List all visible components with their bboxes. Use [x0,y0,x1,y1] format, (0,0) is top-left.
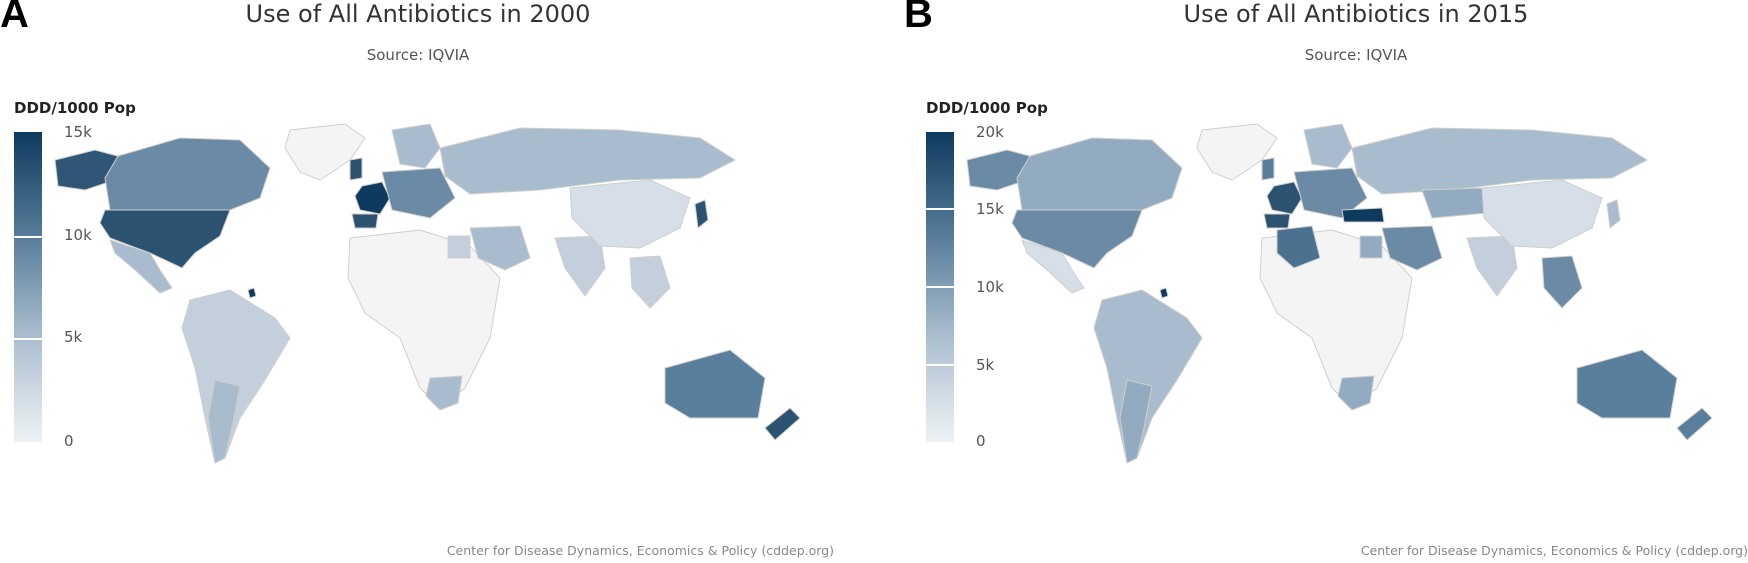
new-zealand-shape [1676,407,1713,441]
legend-title: DDD/1000 Pop [14,99,136,117]
central-europe-shape [381,167,456,219]
russia-shape [1351,127,1649,195]
egypt-shape [1359,235,1383,259]
south-africa-shape [1337,375,1375,411]
algeria-shape [1276,225,1321,269]
uk-shape [1261,157,1275,181]
se-asia-shape [1541,255,1583,309]
mexico-shape [109,239,173,294]
spain-shape [1263,213,1291,229]
france-shape [1266,181,1303,215]
usa-shape [99,209,231,269]
australia-shape [1576,349,1678,419]
legend-separator [926,364,954,366]
legend-title: DDD/1000 Pop [926,99,1048,117]
legend-color-scale [14,132,42,442]
spain-shape [351,213,379,229]
panel-letter: A [0,0,29,36]
middle-east-shape [469,225,531,271]
legend-separator [926,208,954,210]
argentina-shape [1119,379,1153,464]
legend-tick-label: 15k [64,123,92,141]
legend-tick-label: 20k [976,123,1004,141]
uk-shape [349,157,363,181]
world-map [966,123,1713,464]
guiana-shape [247,287,257,299]
south-africa-shape [425,375,463,411]
legend-tick-label: 5k [64,328,83,346]
russia-shape [439,127,737,195]
argentina-shape [207,379,241,464]
map-subtitle: Source: IQVIA [1304,46,1408,64]
south-america-shape [181,289,291,464]
central-europe-shape [1293,167,1368,219]
scandinavia-shape [1303,123,1353,169]
egypt-shape [447,235,471,259]
mexico-shape [1021,239,1085,294]
south-america-shape [1093,289,1203,464]
france-shape [354,181,391,215]
australia-shape [664,349,766,419]
usa-shape [1011,209,1143,269]
india-shape [554,235,606,297]
map-credit: Center for Disease Dynamics, Economics &… [1360,543,1748,558]
guiana-shape [1159,287,1169,299]
legend-tick-label: 10k [976,278,1004,296]
panel-b: B Use of All Antibiotics in 2015 Source:… [874,0,1748,563]
scandinavia-shape [391,123,441,169]
legend-tick-label: 10k [64,226,92,244]
greenland-shape [284,123,366,181]
canada-shape [1016,137,1183,211]
panel-letter: B [904,0,933,36]
panel-a: A Use of All Antibiotics in 2000 Source:… [0,0,834,558]
map-title: Use of All Antibiotics in 2015 [1183,0,1529,28]
legend-tick-label: 5k [976,356,995,374]
se-asia-shape [629,255,671,309]
canada-shape [104,137,271,211]
map-subtitle: Source: IQVIA [366,46,470,64]
legend-tick-label: 0 [976,432,986,450]
central-asia-shape [1421,187,1488,219]
legend-tick-label: 15k [976,200,1004,218]
japan-shape [694,199,709,229]
legend-tick-label: 0 [64,432,74,450]
india-shape [1466,235,1518,297]
map-title: Use of All Antibiotics in 2000 [245,0,591,28]
turkey-shape [1341,207,1385,223]
legend-separator [14,236,42,238]
china-shape [1481,179,1603,249]
map-credit: Center for Disease Dynamics, Economics &… [446,543,834,558]
japan-shape [1606,199,1621,229]
china-shape [569,179,691,249]
greenland-shape [1196,123,1278,181]
new-zealand-shape [764,407,801,441]
world-map [54,123,801,464]
middle-east-shape [1381,225,1443,271]
legend-separator [14,338,42,340]
legend-separator [926,286,954,288]
